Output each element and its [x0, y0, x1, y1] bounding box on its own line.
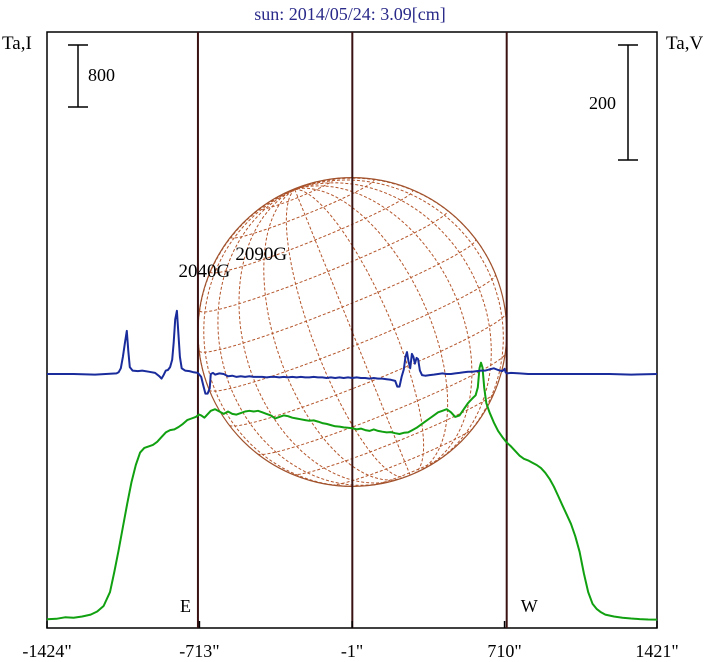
longitude-line: [294, 189, 411, 476]
annotation-label: 2040G: [179, 261, 231, 282]
longitude-line: [294, 188, 425, 474]
x-tick-label: -1": [341, 641, 363, 661]
scale-bars: 800 200: [68, 44, 638, 161]
longitude-line: [203, 188, 357, 487]
longitude-line: [294, 185, 473, 469]
series-lines: [46, 309, 658, 621]
latitude-line: [209, 189, 414, 274]
polarization-series: [47, 309, 658, 395]
chart-title: sun: 2014/05/24: 3.09[cm]: [254, 4, 446, 24]
east-limb-label: E: [180, 596, 191, 616]
annotation-label: 2090G: [235, 244, 287, 265]
longitude-line: [285, 189, 407, 478]
latitude-line: [373, 456, 444, 486]
longitude-line: [217, 188, 384, 486]
x-tick-label: -713": [179, 641, 219, 661]
latitude-line: [331, 427, 474, 486]
x-tick-label: 1421": [635, 641, 678, 661]
longitude-line: [294, 182, 492, 463]
west-limb-label: W: [521, 596, 538, 616]
y-left-label: Ta,I: [2, 33, 32, 54]
latitude-line: [257, 353, 506, 455]
scale-bar-label: 800: [88, 65, 115, 85]
intensity-series: [46, 361, 658, 621]
y-right-label: Ta,V: [666, 33, 703, 54]
x-axis-ticks: -1424" -713" -1" 710" 1421": [22, 621, 679, 661]
longitude-line: [294, 179, 504, 447]
x-tick-label: -1424": [22, 641, 71, 661]
scale-bar-label: 200: [589, 93, 616, 113]
longitude-line: [238, 188, 395, 484]
x-tick-label: 710": [487, 641, 521, 661]
